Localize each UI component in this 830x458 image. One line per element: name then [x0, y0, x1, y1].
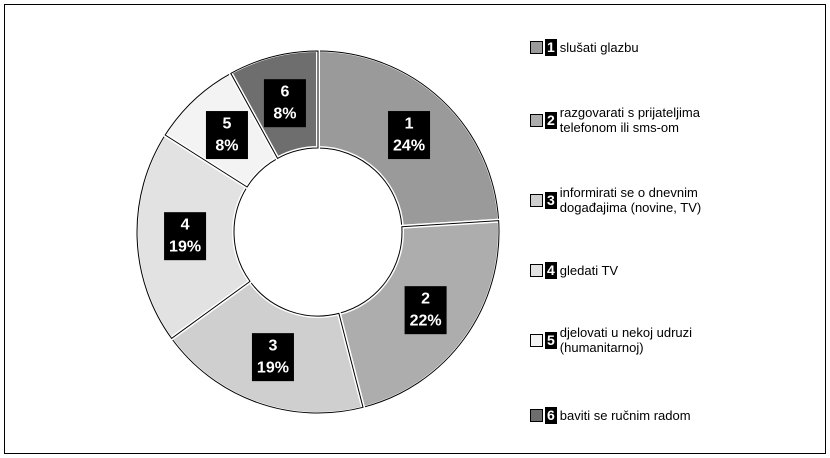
slice-number: 3: [268, 337, 277, 354]
data-label: 22%: [410, 312, 442, 329]
slice-number: 6: [280, 83, 289, 100]
legend-number: 2: [545, 111, 557, 129]
legend-label: gledati TV: [559, 262, 619, 278]
frame: [4, 4, 826, 454]
legend-item: 3 informirati se o dnevnim događajima (no…: [530, 175, 735, 225]
label-box: [404, 286, 447, 335]
label-box: [388, 111, 431, 160]
legend-label: baviti se ručnim radom: [559, 407, 691, 423]
slice-outline: [338, 220, 500, 408]
legend-item: 5 djelovati u nekoj udruzi (humanitarnoj): [530, 315, 735, 365]
legend-item: 1 slušati glazbu: [530, 22, 735, 72]
data-label: 24%: [393, 137, 425, 154]
legend-swatch: [530, 193, 543, 207]
slice-outline: [230, 50, 319, 160]
data-label: 19%: [169, 238, 201, 255]
legend-label: razgovarati s prijateljima telefonom ili…: [559, 105, 700, 135]
label-box: [263, 79, 306, 128]
data-label: 19%: [257, 359, 289, 376]
data-label: 8%: [273, 105, 296, 122]
legend-number: 4: [545, 261, 557, 279]
label-box: [164, 212, 207, 261]
legend-swatch: [530, 408, 543, 422]
legend-item: 2 razgovarati s prijateljima telefonom il…: [530, 95, 735, 145]
legend-number: 3: [545, 191, 557, 209]
slice-outline: [164, 72, 279, 188]
slice-outline: [170, 280, 364, 414]
legend-swatch: [530, 40, 543, 54]
slice-number: 1: [405, 115, 414, 132]
legend-item: 6 baviti se ručnim radom: [530, 390, 735, 440]
legend-number: 6: [545, 406, 557, 424]
legend-swatch: [530, 113, 543, 127]
legend-swatch: [530, 263, 543, 277]
legend-label: informirati se o dnevnim događajima (nov…: [559, 185, 702, 215]
legend-label: slušati glazbu: [559, 39, 639, 55]
slice-outline: [136, 134, 251, 340]
slice-number: 5: [223, 115, 232, 132]
label-box: [205, 111, 248, 160]
label-box: [251, 333, 294, 382]
slice-number: 4: [181, 216, 190, 233]
data-label: 8%: [215, 137, 238, 154]
slice-number: 2: [421, 290, 430, 307]
slice-outline: [317, 50, 500, 228]
legend-number: 1: [545, 38, 557, 56]
legend-item: 4 gledati TV: [530, 245, 735, 295]
legend-label: djelovati u nekoj udruzi (humanitarnoj): [559, 325, 693, 355]
legend-swatch: [530, 333, 543, 347]
legend-number: 5: [545, 331, 557, 349]
